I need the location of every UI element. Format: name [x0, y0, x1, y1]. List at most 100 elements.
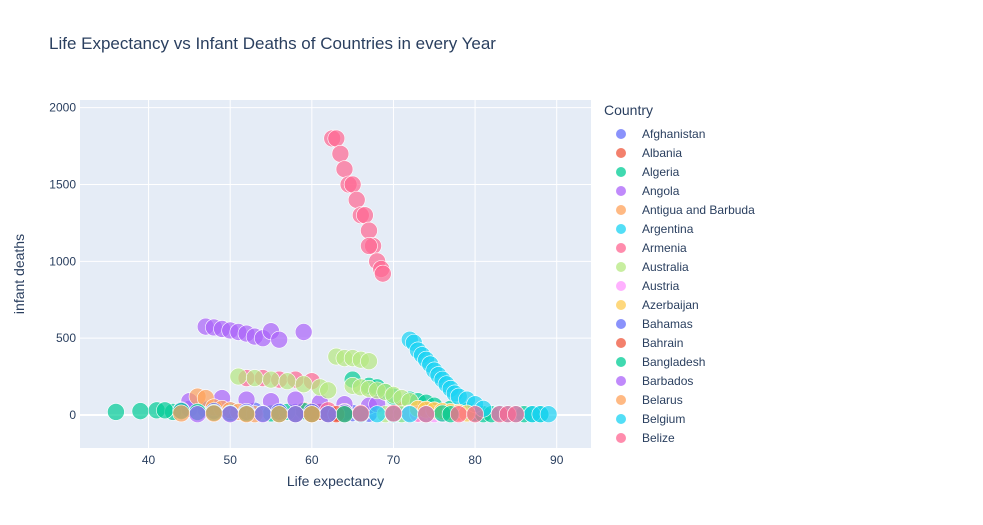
- series-belize[interactable]: [352, 404, 484, 423]
- x-tick-label: 90: [550, 453, 564, 467]
- legend-item-bahrain[interactable]: Bahrain: [604, 333, 755, 352]
- legend-label: Armenia: [642, 240, 687, 255]
- legend-label: Algeria: [642, 164, 680, 179]
- legend-item-belize[interactable]: Belize: [604, 428, 755, 447]
- legend-label: Bahrain: [642, 335, 684, 350]
- data-point[interactable]: [156, 401, 174, 420]
- data-point[interactable]: [368, 405, 386, 423]
- legend-marker-icon: [616, 223, 626, 234]
- x-tick-label: 50: [224, 453, 238, 467]
- data-point[interactable]: [335, 160, 354, 178]
- legend-marker-icon: [616, 280, 626, 291]
- legend-item-bangladesh[interactable]: Bangladesh: [604, 352, 755, 371]
- data-point[interactable]: [319, 381, 337, 400]
- legend-item-algeria[interactable]: Algeria: [604, 162, 755, 181]
- legend-item-angola[interactable]: Angola: [604, 181, 755, 200]
- data-point[interactable]: [107, 403, 125, 421]
- legend-marker-icon: [616, 242, 626, 253]
- data-point[interactable]: [303, 405, 321, 423]
- data-point[interactable]: [294, 323, 313, 341]
- data-point[interactable]: [254, 405, 272, 423]
- legend-label: Antigua and Barbuda: [642, 202, 755, 217]
- legend-label: Albania: [642, 145, 683, 160]
- data-point[interactable]: [229, 367, 248, 386]
- x-tick-label: 70: [387, 453, 401, 467]
- legend-item-bahamas[interactable]: Bahamas: [604, 314, 755, 333]
- legend-marker-icon: [616, 128, 626, 139]
- data-point[interactable]: [374, 264, 392, 283]
- data-point[interactable]: [221, 405, 239, 423]
- legend-label: Australia: [642, 259, 689, 274]
- legend-item-afghanistan[interactable]: Afghanistan: [604, 124, 755, 143]
- data-point[interactable]: [400, 405, 419, 423]
- data-point[interactable]: [278, 372, 297, 390]
- legend-marker-icon: [616, 375, 626, 386]
- data-point[interactable]: [319, 405, 337, 423]
- data-points[interactable]: [107, 129, 558, 423]
- legend-label: Belarus: [642, 392, 683, 407]
- series-belarus[interactable]: [172, 404, 321, 423]
- data-point[interactable]: [327, 129, 346, 148]
- x-tick-label: 60: [305, 453, 319, 467]
- legend-item-armenia[interactable]: Armenia: [604, 238, 755, 257]
- x-tick-label: 40: [142, 453, 156, 467]
- data-point[interactable]: [347, 191, 366, 209]
- data-point[interactable]: [188, 405, 207, 423]
- legend-marker-icon: [616, 337, 626, 348]
- series-australia[interactable]: [229, 347, 419, 423]
- y-tick-label: 1500: [49, 178, 76, 192]
- data-point[interactable]: [360, 237, 378, 255]
- data-point[interactable]: [262, 370, 280, 389]
- legend-item-barbados[interactable]: Barbados: [604, 371, 755, 390]
- legend-label: Belgium: [642, 411, 686, 426]
- data-point[interactable]: [294, 375, 313, 394]
- y-axis-title: infant deaths: [11, 234, 27, 314]
- chart-title: Life Expectancy vs Infant Deaths of Coun…: [49, 34, 496, 53]
- legend-label: Angola: [642, 183, 680, 198]
- legend-item-belgium[interactable]: Belgium: [604, 409, 755, 428]
- data-point[interactable]: [539, 405, 558, 423]
- data-point[interactable]: [270, 405, 288, 423]
- data-point[interactable]: [384, 404, 403, 423]
- data-point[interactable]: [360, 352, 378, 370]
- legend-marker-icon: [616, 299, 626, 310]
- data-point[interactable]: [205, 404, 223, 423]
- data-point[interactable]: [352, 404, 370, 423]
- legend-item-albania[interactable]: Albania: [604, 143, 755, 162]
- series-barbados[interactable]: [188, 405, 337, 423]
- data-point[interactable]: [466, 405, 484, 423]
- data-point[interactable]: [331, 144, 350, 163]
- data-point[interactable]: [417, 405, 435, 423]
- data-point[interactable]: [286, 405, 305, 423]
- data-point[interactable]: [343, 175, 362, 194]
- legend-marker-icon: [616, 394, 626, 405]
- x-tick-label: 80: [468, 453, 482, 467]
- data-point[interactable]: [449, 405, 468, 423]
- legend-item-australia[interactable]: Australia: [604, 257, 755, 276]
- legend: Country Afghanistan Albania Algeria Angola A…: [604, 102, 755, 447]
- data-point[interactable]: [245, 369, 264, 387]
- legend-label: Afghanistan: [642, 126, 706, 141]
- legend-label: Bahamas: [642, 316, 693, 331]
- legend-marker-icon: [616, 185, 626, 196]
- data-point[interactable]: [360, 221, 378, 240]
- data-point[interactable]: [131, 402, 150, 420]
- legend-item-azerbaijan[interactable]: Azerbaijan: [604, 295, 755, 314]
- legend-marker-icon: [616, 432, 626, 443]
- legend-item-belarus[interactable]: Belarus: [604, 390, 755, 409]
- legend-title: Country: [604, 102, 654, 118]
- data-point[interactable]: [335, 405, 354, 423]
- axis-ticks: 40 50 60 70 80 90 0 500 1000 1500 2000: [49, 101, 563, 467]
- data-point[interactable]: [237, 405, 256, 423]
- legend-item-argentina[interactable]: Argentina: [604, 219, 755, 238]
- data-point[interactable]: [270, 330, 288, 349]
- data-point[interactable]: [356, 206, 374, 225]
- data-point[interactable]: [172, 404, 191, 423]
- legend-item-austria[interactable]: Austria: [604, 276, 755, 295]
- data-point[interactable]: [507, 405, 525, 423]
- legend-item-antigua-and-barbuda[interactable]: Antigua and Barbuda: [604, 200, 755, 219]
- legend-label: Belize: [642, 430, 675, 445]
- legend-marker-icon: [616, 261, 626, 272]
- legend-label: Barbados: [642, 373, 694, 388]
